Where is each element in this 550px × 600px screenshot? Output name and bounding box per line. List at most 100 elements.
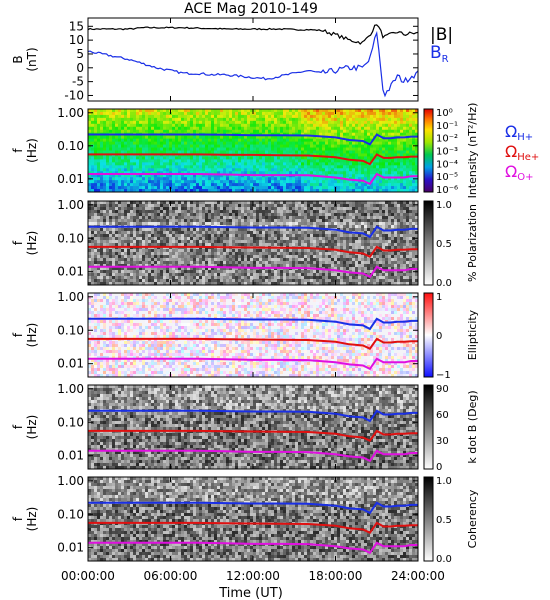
heatmap-cell (172, 270, 176, 274)
heatmap-cell (412, 180, 416, 184)
heatmap-cell (214, 159, 218, 163)
heatmap-cell (307, 126, 311, 131)
heatmap-cell (106, 273, 110, 277)
heatmap-cell (106, 168, 110, 172)
heatmap-cell (340, 126, 344, 131)
heatmap-cell (154, 222, 158, 226)
heatmap-cell (184, 207, 188, 211)
heatmap-cell (130, 273, 134, 277)
heatmap-cell (109, 171, 113, 175)
heatmap-cell (199, 189, 203, 193)
heatmap-cell (286, 135, 290, 140)
heatmap-cell (247, 228, 251, 232)
heatmap-cell (124, 159, 128, 163)
heatmap-cell (97, 135, 101, 140)
heatmap-cell (337, 189, 341, 193)
heatmap-cell (265, 123, 269, 128)
heatmap-cell (370, 123, 374, 128)
heatmap-cell (367, 117, 371, 122)
heatmap-cell (202, 237, 206, 241)
heatmap-cell (148, 204, 152, 208)
heatmap-cell (190, 135, 194, 140)
heatmap-cell (373, 141, 377, 145)
heatmap-cell (106, 204, 110, 208)
heatmap-cell (262, 273, 266, 277)
heatmap-cell (166, 126, 170, 131)
heatmap-cell (295, 129, 299, 134)
heatmap-cell (145, 126, 149, 131)
heatmap-cell (226, 255, 230, 259)
heatmap-cell (184, 243, 188, 247)
heatmap-cell (316, 147, 320, 151)
heatmap-cell (346, 153, 350, 157)
heatmap-cell (238, 120, 242, 125)
heatmap-cell (337, 180, 341, 184)
heatmap-cell (166, 186, 170, 190)
heatmap-cell (151, 189, 155, 193)
heatmap-cell (106, 213, 110, 217)
heatmap-cell (367, 126, 371, 131)
heatmap-cell (94, 240, 98, 244)
heatmap-cell (220, 123, 224, 128)
heatmap-cell (145, 141, 149, 145)
heatmap-cell (118, 231, 122, 235)
heatmap-cell (94, 201, 98, 205)
heatmap-cell (106, 237, 110, 241)
heatmap-cell (259, 255, 263, 259)
heatmap-cell (334, 159, 338, 163)
heatmap-cell (181, 210, 185, 214)
heatmap-cell (259, 120, 263, 125)
heatmap-cell (214, 267, 218, 271)
heatmap-cell (301, 117, 305, 122)
heatmap-cell (382, 123, 386, 128)
heatmap-cell (193, 204, 197, 208)
heatmap-cell (193, 189, 197, 193)
heatmap-cell (262, 159, 266, 163)
heatmap-cell (256, 270, 260, 274)
heatmap-cell (208, 207, 212, 211)
heatmap-cell (157, 249, 161, 253)
heatmap-cell (397, 165, 401, 169)
heatmap-cell (148, 174, 152, 178)
heatmap-cell (406, 156, 410, 160)
heatmap-cell (415, 123, 419, 128)
heatmap-cell (322, 132, 326, 137)
heatmap-cell (250, 135, 254, 140)
heatmap-cell (397, 117, 401, 122)
heatmap-cell (142, 279, 146, 283)
heatmap-cell (172, 123, 176, 128)
heatmap-cell (103, 213, 107, 217)
heatmap-cell (340, 109, 344, 113)
heatmap-cell (148, 120, 152, 125)
heatmap-cell (151, 180, 155, 184)
heatmap-cell (376, 183, 380, 187)
heatmap-cell (91, 117, 95, 122)
heatmap-cell (361, 123, 365, 128)
heatmap-cell (163, 255, 167, 259)
heatmap-cell (349, 171, 353, 175)
heatmap-cell (337, 174, 341, 178)
heatmap-cell (319, 153, 323, 157)
heatmap-cell (241, 255, 245, 259)
heatmap-cell (199, 252, 203, 256)
heatmap-cell (148, 114, 152, 119)
heatmap-cell (166, 117, 170, 122)
heatmap-cell (253, 120, 257, 125)
heatmap-cell (361, 114, 365, 119)
heatmap-cell (349, 180, 353, 184)
heatmap-cell (187, 180, 191, 184)
heatmap-cell (400, 165, 404, 169)
heatmap-cell (334, 147, 338, 151)
heatmap-cell (232, 201, 236, 205)
heatmap-cell (223, 261, 227, 265)
heatmap-cell (166, 213, 170, 217)
heatmap-cell (334, 123, 338, 128)
heatmap-cell (400, 186, 404, 190)
heatmap-cell (397, 147, 401, 151)
heatmap-cell (262, 279, 266, 283)
heatmap-cell (163, 213, 167, 217)
heatmap-cell (181, 174, 185, 178)
heatmap-cell (175, 144, 179, 148)
heatmap-cell (142, 282, 146, 286)
heatmap-cell (175, 261, 179, 265)
